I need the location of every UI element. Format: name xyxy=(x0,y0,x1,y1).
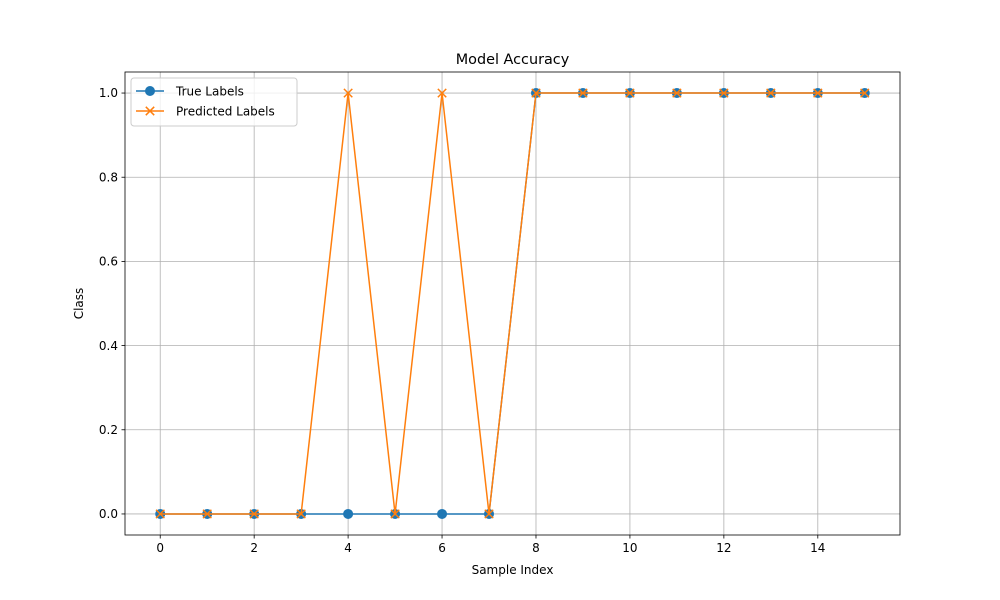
predicted-labels-point xyxy=(531,88,541,98)
x-tick-label: 0 xyxy=(156,541,164,555)
x-axis-label: Sample Index xyxy=(472,563,554,577)
predicted-labels-point xyxy=(155,509,165,519)
predicted-labels-point xyxy=(202,509,212,519)
x-tick-label: 14 xyxy=(810,541,825,555)
predicted-labels-point xyxy=(390,509,400,519)
x-tick-label: 8 xyxy=(532,541,540,555)
legend-swatch-marker xyxy=(145,106,155,116)
y-tick-label: 0.6 xyxy=(99,255,118,269)
x-tick-label: 2 xyxy=(250,541,258,555)
predicted-labels-point xyxy=(719,88,729,98)
predicted-labels-point xyxy=(860,88,870,98)
true-labels-point xyxy=(437,508,448,519)
legend-frame xyxy=(130,77,298,127)
y-tick-label: 0.0 xyxy=(99,507,118,521)
legend: True Labels Predicted Labels xyxy=(130,77,298,127)
predicted-labels-point xyxy=(766,88,776,98)
legend-label: Predicted Labels xyxy=(176,104,275,118)
predicted-labels-series xyxy=(155,88,870,519)
y-tick-label: 0.4 xyxy=(99,339,118,353)
legend-label: True Labels xyxy=(175,84,244,98)
axis-ticks: 0 2 4 6 8 10 12 14 0.0 0.2 0.4 0.6 0.8 1.0 xyxy=(99,86,826,555)
series-layer xyxy=(155,88,870,519)
x-tick-label: 10 xyxy=(622,541,637,555)
legend-item-predicted-labels: Predicted Labels xyxy=(136,104,275,118)
predicted-labels-point xyxy=(296,509,306,519)
legend-swatch-marker xyxy=(145,86,155,96)
y-tick-label: 1.0 xyxy=(99,86,118,100)
legend-item-true-labels: True Labels xyxy=(136,84,244,98)
predicted-labels-point xyxy=(625,88,635,98)
predicted-labels-point xyxy=(672,88,682,98)
chart-title: Model Accuracy xyxy=(456,52,570,68)
predicted-labels-point xyxy=(343,88,353,98)
x-tick-label: 4 xyxy=(344,541,352,555)
y-tick-label: 0.2 xyxy=(99,423,118,437)
x-tick-label: 6 xyxy=(438,541,446,555)
x-tick-label: 12 xyxy=(716,541,731,555)
predicted-labels-point xyxy=(249,509,259,519)
plot-area-frame xyxy=(124,71,901,536)
predicted-labels-line xyxy=(160,92,865,515)
true-labels-point xyxy=(343,508,354,519)
y-tick-label: 0.8 xyxy=(99,170,118,184)
y-axis-label: Class xyxy=(72,288,86,320)
predicted-labels-point xyxy=(578,88,588,98)
predicted-labels-point xyxy=(813,88,823,98)
predicted-labels-point xyxy=(437,88,447,98)
predicted-labels-point xyxy=(484,509,494,519)
